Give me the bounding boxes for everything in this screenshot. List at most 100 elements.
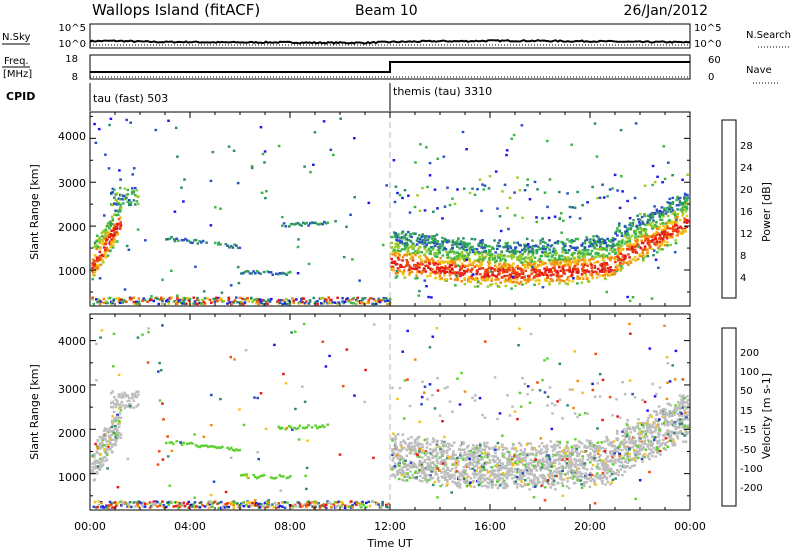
echo-cell: [106, 254, 110, 257]
echo-cell: [499, 258, 503, 262]
echo-cell: [425, 257, 429, 261]
echo-cell: [646, 455, 650, 459]
echo-cell: [421, 476, 425, 480]
echo-cell: [574, 248, 577, 252]
echo-cell: [525, 256, 529, 260]
echo-cell: [433, 480, 437, 484]
echo-cell: [146, 300, 149, 303]
echo-cell: [453, 256, 457, 259]
echo-cell: [478, 256, 481, 259]
echo-cell: [508, 454, 512, 458]
echo-cell: [583, 464, 587, 467]
echo-cell: [511, 447, 515, 450]
echo-cell: [471, 245, 474, 249]
echo-cell: [648, 219, 651, 222]
echo-cell: [646, 425, 649, 429]
echo-cell: [433, 407, 437, 410]
echo-cell: [589, 257, 593, 261]
echo-cell: [516, 241, 519, 244]
echo-cell: [431, 440, 435, 444]
echo-cell: [564, 446, 567, 450]
echo-cell: [613, 447, 617, 450]
echo-cell: [562, 248, 565, 251]
echo-cell: [633, 396, 637, 399]
echo-cell: [438, 268, 441, 271]
echo-cell: [565, 485, 569, 488]
echo-cell: [429, 478, 432, 481]
echo-cell: [579, 258, 583, 262]
echo-cell: [415, 477, 418, 480]
echo-cell: [558, 258, 562, 261]
echo-cell: [571, 453, 574, 456]
echo-cell: [621, 254, 625, 257]
echo-cell: [484, 443, 487, 447]
echo-cell: [380, 299, 383, 302]
echo-cell: [681, 178, 684, 181]
echo-cell: [415, 476, 419, 479]
echo-cell: [417, 435, 421, 439]
echo-cell: [116, 413, 119, 417]
echo-cell: [521, 276, 524, 279]
echo-cell: [565, 278, 569, 281]
echo-cell: [444, 463, 448, 466]
echo-cell: [575, 448, 578, 451]
echo-cell: [568, 259, 571, 262]
echo-cell: [568, 270, 571, 273]
echo-cell: [401, 478, 404, 482]
echo-cell: [412, 267, 416, 270]
echo-cell: [481, 457, 484, 461]
echo-cell: [628, 452, 631, 455]
echo-cell: [399, 471, 402, 475]
echo-cell: [192, 296, 196, 299]
echo-cell: [285, 298, 288, 301]
echo-cell: [531, 460, 535, 464]
echo-cell: [586, 248, 590, 252]
echo-cell: [441, 241, 445, 244]
echo-cell: [671, 174, 674, 177]
echo-cell: [644, 228, 648, 231]
echo-cell: [440, 260, 443, 263]
echo-cell: [501, 454, 505, 457]
echo-cell: [573, 444, 576, 447]
echo-cell: [644, 223, 647, 227]
echo-cell: [626, 295, 629, 299]
echo-cell: [489, 474, 492, 478]
echo-cell: [490, 484, 494, 487]
echo-cell: [423, 438, 427, 442]
echo-cell: [194, 238, 198, 242]
echo-cell: [438, 445, 442, 449]
echo-cell: [459, 456, 463, 460]
echo-cell: [593, 266, 597, 269]
echo-cell: [415, 265, 418, 269]
echo-cell: [400, 240, 404, 243]
echo-cell: [615, 243, 619, 247]
echo-cell: [578, 217, 582, 220]
echo-cell: [296, 221, 300, 225]
echo-cell: [490, 255, 494, 259]
echo-cell: [504, 245, 507, 248]
echo-cell: [608, 475, 612, 478]
echo-cell: [638, 223, 642, 227]
echo-cell: [409, 240, 413, 243]
echo-cell: [577, 475, 581, 478]
echo-cell: [621, 443, 624, 446]
echo-cell: [460, 455, 464, 458]
echo-cell: [608, 395, 612, 399]
echo-cell: [449, 270, 452, 274]
echo-cell: [539, 242, 542, 245]
echo-cell: [390, 468, 394, 471]
echo-cell: [396, 249, 400, 252]
echo-cell: [100, 235, 104, 238]
echo-cell: [176, 294, 179, 297]
echo-cell: [429, 448, 432, 451]
echo-cell: [553, 261, 556, 264]
echo-cell: [559, 269, 562, 272]
echo-cell: [428, 161, 432, 165]
echo-cell: [416, 436, 420, 439]
echo-cell: [639, 222, 642, 225]
echo-cell: [507, 277, 511, 280]
echo-cell: [341, 297, 344, 300]
echo-cell: [606, 460, 609, 463]
echo-cell: [596, 463, 600, 466]
echo-cell: [410, 253, 413, 256]
